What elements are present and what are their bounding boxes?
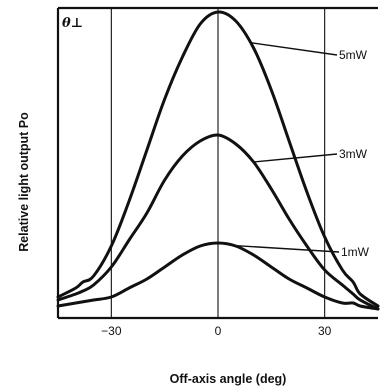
x-tick-label: −30: [101, 324, 122, 338]
x-tick-label: 0: [215, 324, 222, 338]
series-label-3mw: 3mW: [339, 147, 368, 161]
x-tick-labels: −30 0 30: [101, 324, 332, 338]
leader-line-1mw: [232, 244, 340, 253]
plot-frame: [56, 6, 378, 320]
series-line-5mw: [56, 10, 380, 308]
leader-line-3mw: [253, 153, 338, 163]
leader-line-5mw: [249, 41, 338, 56]
series-label-5mw: 5mW: [339, 48, 368, 62]
y-axis-label: Relative light output Po: [17, 112, 31, 252]
corner-label: θ⊥: [62, 16, 83, 31]
series-labels: 5mW 3mW 1mW: [232, 41, 370, 259]
series-label-1mw: 1mW: [341, 245, 370, 259]
series-line-3mw: [56, 133, 380, 311]
x-tick-label: 30: [318, 324, 332, 338]
series-line-1mw: [56, 241, 380, 311]
series-curves: [56, 10, 380, 311]
x-axis-label: Off-axis angle (deg): [170, 372, 287, 386]
